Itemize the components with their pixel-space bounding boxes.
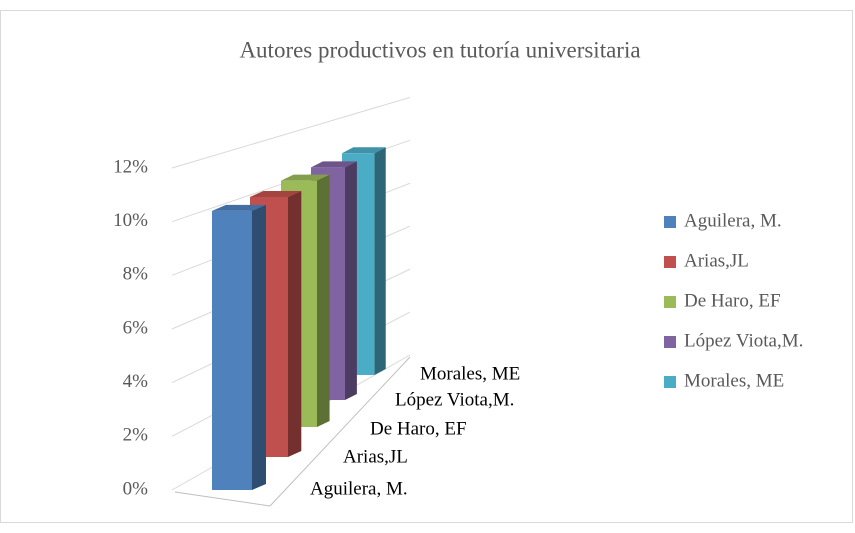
y-tick-label: 10%	[113, 210, 148, 231]
floor-line	[174, 491, 271, 507]
legend-label: Morales, ME	[684, 370, 784, 391]
bar	[212, 210, 252, 490]
y-tick-label: 0%	[123, 478, 149, 499]
legend-swatch	[664, 376, 676, 388]
x-tick-label: Aguilera, M.	[310, 478, 408, 499]
legend-swatch	[664, 336, 676, 348]
bar-top	[281, 174, 330, 181]
y-tick-label: 8%	[123, 264, 149, 285]
legend-swatch	[664, 216, 676, 228]
bar-side	[317, 174, 330, 427]
y-tick-label: 2%	[123, 425, 149, 446]
grid-line	[171, 96, 411, 169]
legend-label: De Haro, EF	[684, 290, 781, 311]
bar-top	[342, 147, 386, 154]
bar-side	[252, 204, 266, 490]
legend-label: Arias,JL	[684, 250, 749, 271]
floor-line	[269, 356, 411, 507]
chart-title: Autores productivos en tutoría universit…	[239, 37, 640, 62]
bar-top	[212, 204, 266, 211]
x-tick-label: De Haro, EF	[370, 418, 467, 439]
x-tick-label: Arias,JL	[343, 446, 408, 467]
y-tick-label: 12%	[113, 156, 148, 177]
y-tick-label: 4%	[123, 371, 149, 392]
x-tick-label: Morales, ME	[420, 363, 520, 384]
bar-side	[374, 147, 386, 375]
bar-top	[250, 190, 302, 197]
legend-swatch	[664, 296, 676, 308]
legend-swatch	[664, 256, 676, 268]
chart-frame	[0, 10, 853, 523]
y-tick-label: 6%	[123, 317, 149, 338]
legend-label: Aguilera, M.	[684, 210, 782, 231]
bar-top	[311, 161, 357, 168]
bar-side	[288, 190, 302, 458]
legend-label: López Viota,M.	[684, 330, 803, 351]
bar-side	[345, 161, 357, 400]
x-tick-label: López Viota,M.	[395, 389, 514, 410]
